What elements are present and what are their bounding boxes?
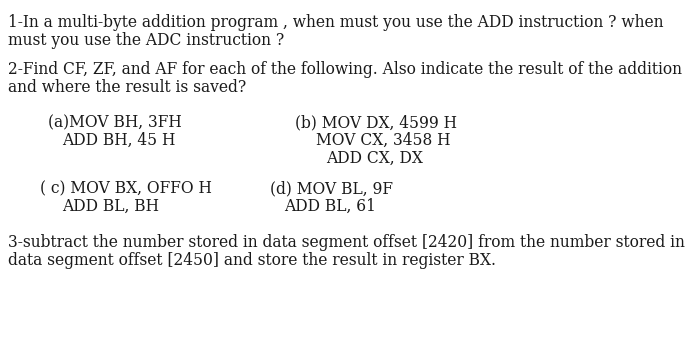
Text: ADD CX, DX: ADD CX, DX bbox=[326, 150, 423, 167]
Text: ADD BL, 61: ADD BL, 61 bbox=[284, 198, 376, 215]
Text: (d) MOV BL, 9F: (d) MOV BL, 9F bbox=[270, 180, 393, 197]
Text: data segment offset [2450] and store the result in register BX.: data segment offset [2450] and store the… bbox=[8, 252, 496, 269]
Text: 2-Find CF, ZF, and AF for each of the following. Also indicate the result of the: 2-Find CF, ZF, and AF for each of the fo… bbox=[8, 61, 682, 78]
Text: 1-In a multi-byte addition program , when must you use the ADD instruction ? whe: 1-In a multi-byte addition program , whe… bbox=[8, 14, 663, 31]
Text: ADD BH, 45 H: ADD BH, 45 H bbox=[62, 132, 175, 149]
Text: ( c) MOV BX, OFFO H: ( c) MOV BX, OFFO H bbox=[40, 180, 212, 197]
Text: must you use the ADC instruction ?: must you use the ADC instruction ? bbox=[8, 32, 284, 49]
Text: (a)MOV BH, 3FH: (a)MOV BH, 3FH bbox=[48, 114, 182, 131]
Text: (b) MOV DX, 4599 H: (b) MOV DX, 4599 H bbox=[295, 114, 457, 131]
Text: MOV CX, 3458 H: MOV CX, 3458 H bbox=[316, 132, 450, 149]
Text: 3-subtract the number stored in data segment offset [2420] from the number store: 3-subtract the number stored in data seg… bbox=[8, 234, 685, 251]
Text: and where the result is saved?: and where the result is saved? bbox=[8, 79, 246, 96]
Text: ADD BL, BH: ADD BL, BH bbox=[62, 198, 159, 215]
